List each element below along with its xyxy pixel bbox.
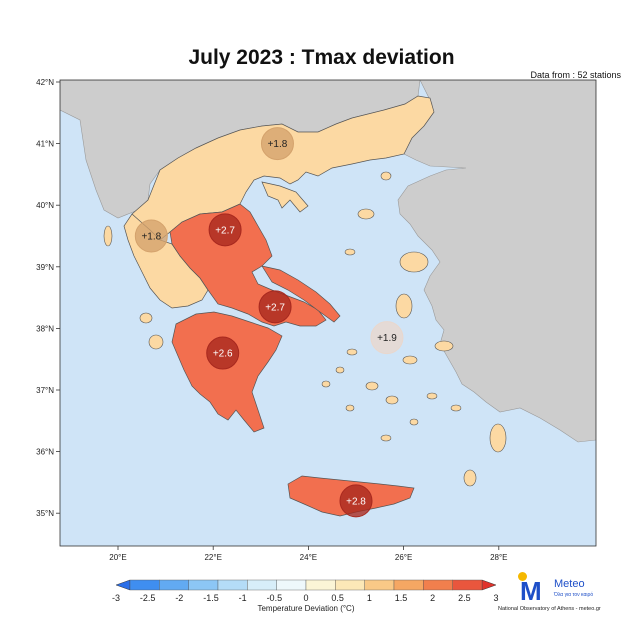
colorbar: -3 -2.5 -2 -1.5 -1 -0.5 0 0.5 1 1.5 2 2.5 3 Temperatu…: [112, 579, 499, 613]
logo-m-icon: M: [520, 576, 542, 606]
deviation-marker: +1.8: [134, 219, 168, 253]
marker-label: +1.8: [268, 139, 288, 150]
colorbar-segment: [305, 579, 336, 591]
deviation-marker: +2.7: [258, 290, 292, 324]
colorbar-tick-label: -0.5: [267, 593, 283, 603]
lat-tick-label: 39°N: [36, 263, 54, 272]
colorbar-segment: [335, 579, 365, 591]
lon-tick-label: 28°E: [490, 553, 507, 562]
lat-tick-label: 41°N: [36, 140, 54, 149]
lat-tick-label: 42°N: [36, 78, 54, 87]
marker-label: +1.8: [141, 232, 161, 243]
map-frame: [59, 79, 597, 547]
lon-tick-label: 26°E: [395, 553, 412, 562]
land-turkey: [397, 80, 596, 443]
colorbar-tick-label: -1: [239, 593, 247, 603]
region-peloponnese: [171, 311, 283, 433]
colorbar-tick-label: -2.5: [140, 593, 156, 603]
marker-label: +2.6: [213, 349, 233, 360]
credit-text: National Observatory of Athens - meteo.g…: [498, 606, 601, 612]
colorbar-segment: [247, 579, 277, 591]
lat-tick-label: 36°N: [36, 448, 54, 457]
colorbar-tick-label: 2.5: [458, 593, 471, 603]
colorbar-segment: [276, 579, 307, 591]
region-evia: [261, 265, 341, 323]
lat-tick-label: 37°N: [36, 386, 54, 395]
colorbar-tick-label: -1.5: [203, 593, 219, 603]
logo-name: Meteo: [554, 578, 585, 590]
lat-tick-label: 38°N: [36, 324, 54, 333]
lat-tick-label: 40°N: [36, 201, 54, 210]
colorbar-segment: [159, 579, 189, 591]
lon-tick-label: 24°E: [300, 553, 317, 562]
colorbar-segment: [217, 579, 248, 591]
colorbar-tick-label: -2: [175, 593, 183, 603]
logo-sun-icon: [518, 572, 527, 581]
colorbar-high-arrow: [481, 579, 497, 591]
lat-tick-label: 35°N: [36, 509, 54, 518]
colorbar-tick-label: 0: [303, 593, 308, 603]
colorbar-segment: [452, 579, 483, 591]
colorbar-title: Temperature Deviation (°C): [257, 604, 354, 613]
deviation-marker: +1.8: [260, 127, 294, 161]
colorbar-tick-label: 2: [430, 593, 435, 603]
map-title: July 2023 : Tmax deviation: [188, 46, 455, 69]
logo-tagline: Όλα για τον καιρό: [554, 592, 594, 598]
colorbar-tick-label: 0.5: [331, 593, 344, 603]
deviation-marker: +2.6: [206, 336, 240, 370]
longitude-axis: 20°E 22°E 24°E 26°E 28°E: [109, 546, 508, 562]
colorbar-low-arrow: [115, 579, 131, 591]
colorbar-segment: [423, 579, 453, 591]
colorbar-segment: [188, 579, 219, 591]
deviation-marker: +2.8: [339, 484, 373, 518]
marker-label: +2.8: [346, 496, 366, 507]
region-chalkidiki: [261, 181, 309, 213]
deviation-marker: +2.7: [208, 213, 242, 247]
aegean-islands: [103, 171, 507, 487]
colorbar-segment: [393, 579, 424, 591]
marker-label: +2.7: [265, 302, 285, 313]
lon-tick-label: 22°E: [204, 553, 221, 562]
marker-label: +1.9: [377, 333, 397, 344]
colorbar-segment: [364, 579, 395, 591]
colorbar-tick-label: 1.5: [395, 593, 408, 603]
colorbar-tick-label: 3: [493, 593, 498, 603]
colorbar-tick-label: -3: [112, 593, 120, 603]
colorbar-segment: [129, 579, 160, 591]
colorbar-tick-label: 1: [367, 593, 372, 603]
marker-label: +2.7: [215, 225, 235, 236]
lon-tick-label: 20°E: [109, 553, 126, 562]
station-count: Data from : 52 stations: [530, 70, 621, 80]
latitude-axis: 42°N 41°N 40°N 39°N 38°N 37°N 36°N 35°N: [36, 78, 60, 518]
meteo-logo: M Meteo Όλα για τον καιρό: [518, 572, 628, 612]
deviation-marker: +1.9: [370, 321, 404, 355]
